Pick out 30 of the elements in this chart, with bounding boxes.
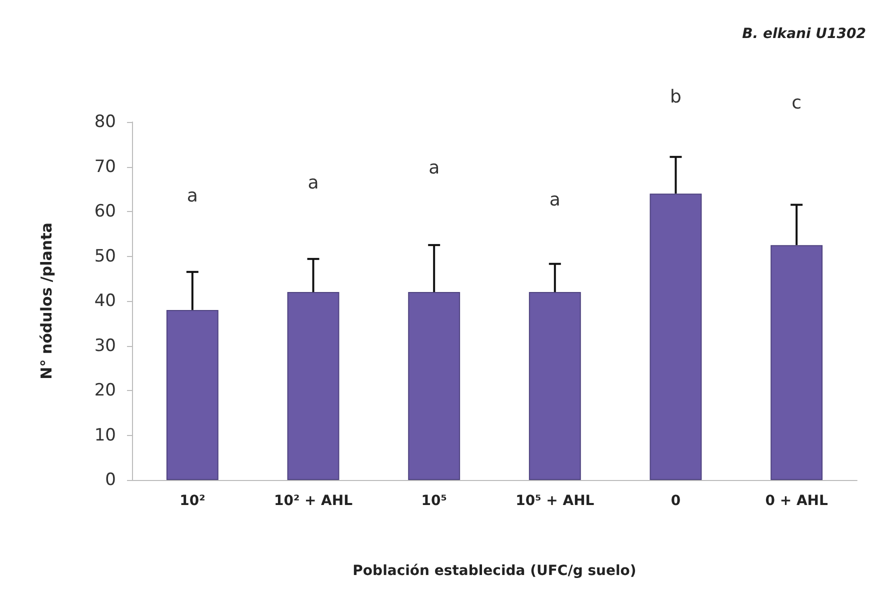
y-tick-label: 10 [94, 425, 116, 446]
bar [770, 245, 823, 480]
x-axis-title: Población establecida (UFC/g suelo) [352, 563, 636, 579]
y-tick-label: 30 [94, 336, 116, 356]
x-tick-label: 0 + AHL [765, 493, 828, 509]
x-tick-label: 10⁵ [421, 493, 447, 509]
bar [287, 292, 340, 480]
x-tick-label: 10² + AHL [274, 493, 353, 509]
y-tick-label: 0 [105, 470, 116, 490]
x-tick-label: 10² [180, 493, 206, 509]
bar [166, 310, 218, 480]
bar [408, 292, 460, 480]
text: c [792, 92, 802, 114]
x-tick-label: 10⁵ + AHL [516, 493, 594, 509]
chart-title: B. elkani U1302 [742, 26, 866, 42]
bar [528, 292, 581, 480]
y-axis-title: N° nódulos /planta [38, 222, 56, 380]
text: b [670, 86, 682, 108]
y-tick-label: 50 [94, 246, 116, 266]
bar [650, 194, 702, 480]
y-tick-label: 80 [94, 112, 116, 132]
y-tick-label: 70 [94, 156, 116, 177]
y-tick-label: 20 [94, 380, 116, 400]
annotation: a [308, 172, 319, 194]
annotation: a [186, 186, 198, 206]
x-tick-label: 0 [670, 493, 681, 509]
annotation: a [549, 190, 560, 210]
y-tick-label: 60 [94, 202, 116, 222]
y-tick-label: 40 [94, 291, 116, 311]
annotation: a [428, 158, 440, 178]
